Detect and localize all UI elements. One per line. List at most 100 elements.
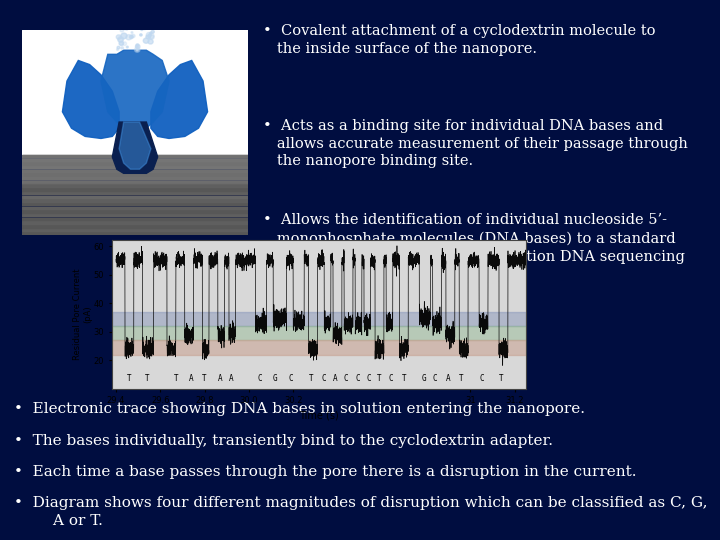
Bar xyxy=(22,185,248,187)
Text: T: T xyxy=(459,374,464,383)
Text: A: A xyxy=(333,374,338,383)
Text: C: C xyxy=(388,374,393,383)
Bar xyxy=(22,229,248,231)
Circle shape xyxy=(126,35,132,40)
Circle shape xyxy=(120,29,124,32)
Bar xyxy=(22,181,248,183)
Circle shape xyxy=(148,27,150,29)
Polygon shape xyxy=(151,60,207,138)
Bar xyxy=(22,218,248,220)
Circle shape xyxy=(149,34,150,36)
Bar xyxy=(22,221,248,224)
Circle shape xyxy=(146,35,150,39)
Bar xyxy=(22,207,248,209)
Bar xyxy=(22,225,248,227)
Text: •  The bases individually, transiently bind to the cyclodextrin adapter.: • The bases individually, transiently bi… xyxy=(14,434,554,448)
Text: T: T xyxy=(174,374,178,383)
Circle shape xyxy=(136,44,139,46)
Text: C: C xyxy=(322,374,326,383)
Bar xyxy=(22,30,248,157)
Bar xyxy=(22,170,248,172)
Text: A: A xyxy=(229,374,233,383)
Circle shape xyxy=(125,26,129,30)
Text: A: A xyxy=(217,374,222,383)
Text: C: C xyxy=(479,374,484,383)
Bar xyxy=(22,232,248,235)
Circle shape xyxy=(118,38,123,42)
Circle shape xyxy=(121,47,124,49)
Text: •  Electronic trace showing DNA bases in solution entering the nanopore.: • Electronic trace showing DNA bases in … xyxy=(14,402,585,416)
Text: T: T xyxy=(127,374,132,383)
Circle shape xyxy=(122,42,127,45)
Bar xyxy=(22,162,248,165)
Bar xyxy=(22,155,248,184)
Polygon shape xyxy=(63,60,119,138)
Circle shape xyxy=(144,25,148,28)
Circle shape xyxy=(142,25,147,30)
Circle shape xyxy=(130,35,133,39)
Text: T: T xyxy=(309,374,313,383)
Text: T: T xyxy=(377,374,382,383)
Bar xyxy=(22,184,248,235)
Polygon shape xyxy=(112,122,158,173)
Text: A: A xyxy=(189,374,194,383)
Bar xyxy=(22,155,248,157)
Circle shape xyxy=(141,29,143,31)
Text: C: C xyxy=(355,374,360,383)
Text: A: A xyxy=(446,374,451,383)
Bar xyxy=(22,214,248,217)
Text: T: T xyxy=(145,374,149,383)
Circle shape xyxy=(151,30,154,33)
Circle shape xyxy=(146,32,151,37)
Bar xyxy=(22,159,248,161)
Circle shape xyxy=(117,37,124,42)
Bar xyxy=(22,192,248,194)
Bar xyxy=(22,177,248,179)
Circle shape xyxy=(131,32,133,33)
Circle shape xyxy=(143,38,149,43)
Text: G: G xyxy=(273,374,278,383)
Circle shape xyxy=(149,35,154,39)
Text: C: C xyxy=(258,374,262,383)
Text: T: T xyxy=(402,374,406,383)
Text: C: C xyxy=(433,374,437,383)
Bar xyxy=(22,173,248,176)
Text: C: C xyxy=(366,374,371,383)
Bar xyxy=(22,210,248,213)
Circle shape xyxy=(136,49,138,51)
Polygon shape xyxy=(119,122,151,169)
Circle shape xyxy=(126,46,128,48)
Text: T: T xyxy=(202,374,207,383)
Circle shape xyxy=(148,39,153,44)
Circle shape xyxy=(150,32,152,34)
Circle shape xyxy=(148,33,154,38)
Bar xyxy=(22,199,248,201)
Text: •  Covalent attachment of a cyclodextrin molecule to
   the inside surface of th: • Covalent attachment of a cyclodextrin … xyxy=(263,24,655,56)
Circle shape xyxy=(140,34,142,36)
Bar xyxy=(22,166,248,168)
Text: T: T xyxy=(499,374,503,383)
Text: •  Each time a base passes through the pore there is a disruption in the current: • Each time a base passes through the po… xyxy=(14,465,637,479)
Circle shape xyxy=(123,28,125,30)
Text: C: C xyxy=(289,374,293,383)
Circle shape xyxy=(116,35,121,39)
Circle shape xyxy=(136,46,138,48)
Circle shape xyxy=(117,46,120,49)
Circle shape xyxy=(122,28,124,30)
Circle shape xyxy=(121,33,127,39)
Text: •  Acts as a binding site for individual DNA bases and
   allows accurate measur: • Acts as a binding site for individual … xyxy=(263,119,688,168)
Bar xyxy=(112,312,526,326)
Text: •  Allows the identification of individual nucleoside 5’-
   monophosphate molec: • Allows the identification of individua… xyxy=(263,213,685,281)
Bar xyxy=(22,188,248,191)
Bar xyxy=(22,203,248,205)
Polygon shape xyxy=(101,50,169,128)
Circle shape xyxy=(117,49,119,50)
Text: C: C xyxy=(344,374,348,383)
Bar xyxy=(112,340,526,355)
Circle shape xyxy=(135,48,140,52)
Text: •  Diagram shows four different magnitudes of disruption which can be classified: • Diagram shows four different magnitude… xyxy=(14,496,708,528)
Circle shape xyxy=(135,45,140,49)
Y-axis label: Residual Pore Current
(pA): Residual Pore Current (pA) xyxy=(73,269,92,360)
Circle shape xyxy=(149,35,150,37)
X-axis label: Time (s): Time (s) xyxy=(299,411,338,421)
